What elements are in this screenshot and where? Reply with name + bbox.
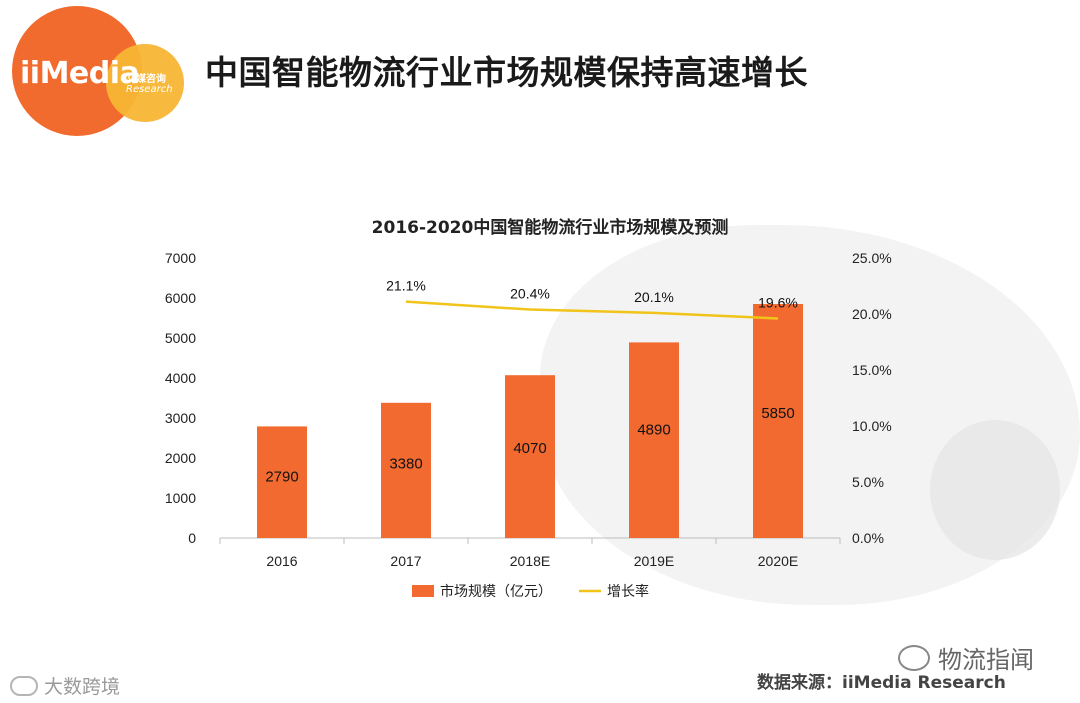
x-tick-label: 2020E	[758, 553, 798, 569]
wechat-icon	[898, 644, 930, 671]
y-tick-label: 2000	[165, 450, 196, 466]
y2-tick-label: 15.0%	[852, 362, 892, 378]
y-tick-label: 7000	[165, 250, 196, 266]
world-map-backdrop-part	[930, 420, 1060, 560]
growth-rate-label: 20.4%	[510, 286, 550, 302]
data-source: 数据来源：iiMedia Research	[757, 673, 1006, 693]
y-tick-label: 1000	[165, 490, 196, 506]
chart-title: 2016-2020中国智能物流行业市场规模及预测	[371, 218, 729, 238]
page-title: 中国智能物流行业市场规模保持高速增长	[205, 53, 808, 92]
right-watermark: 物流指闻	[898, 640, 1034, 675]
y2-tick-label: 20.0%	[852, 306, 892, 322]
logo-circle-yellow	[106, 44, 184, 122]
y2-tick-label: 0.0%	[852, 530, 884, 546]
left-brand-text: 大数跨境	[44, 676, 121, 698]
growth-rate-label: 20.1%	[634, 289, 674, 305]
growth-rate-line	[405, 300, 779, 320]
legend-bar-swatch	[412, 585, 434, 597]
bar-value-label: 4070	[513, 440, 546, 457]
y-tick-label: 4000	[165, 370, 196, 386]
x-tick-label: 2018E	[510, 553, 550, 569]
logo-cn-text: 艾媒咨询	[126, 74, 166, 85]
bar	[505, 375, 555, 538]
right-brand-text: 物流指闻	[938, 646, 1034, 674]
y2-tick-label: 10.0%	[852, 418, 892, 434]
bar	[381, 402, 431, 538]
link-icon	[10, 675, 38, 696]
growth-rate-label: 21.1%	[386, 278, 426, 294]
legend-line-label: 增长率	[607, 583, 649, 600]
bar-value-label: 5850	[761, 405, 794, 422]
x-tick-label: 2016	[266, 553, 297, 569]
logo-en-text: Research	[126, 84, 173, 95]
y-tick-label: 0	[188, 530, 196, 546]
iimedia-logo: iiMedia 艾媒咨询 Research	[0, 0, 200, 150]
bar-value-label: 3380	[389, 455, 422, 472]
y-tick-label: 5000	[165, 330, 196, 346]
y2-tick-label: 25.0%	[852, 250, 892, 266]
x-tick-label: 2019E	[634, 553, 674, 569]
left-watermark: 大数跨境	[10, 672, 120, 699]
bar	[629, 342, 679, 538]
bar	[257, 426, 307, 538]
y2-tick-label: 5.0%	[852, 474, 884, 490]
logo-text: iiMedia	[20, 56, 140, 91]
x-tick-label: 2017	[390, 553, 421, 569]
bar	[753, 304, 803, 538]
growth-rate-label: 19.6%	[758, 294, 798, 310]
legend-bar-label: 市场规模（亿元）	[440, 583, 552, 600]
bar-value-label: 4890	[637, 421, 670, 438]
bar-value-label: 2790	[265, 469, 298, 486]
y-tick-label: 6000	[165, 290, 196, 306]
y-tick-label: 3000	[165, 410, 196, 426]
